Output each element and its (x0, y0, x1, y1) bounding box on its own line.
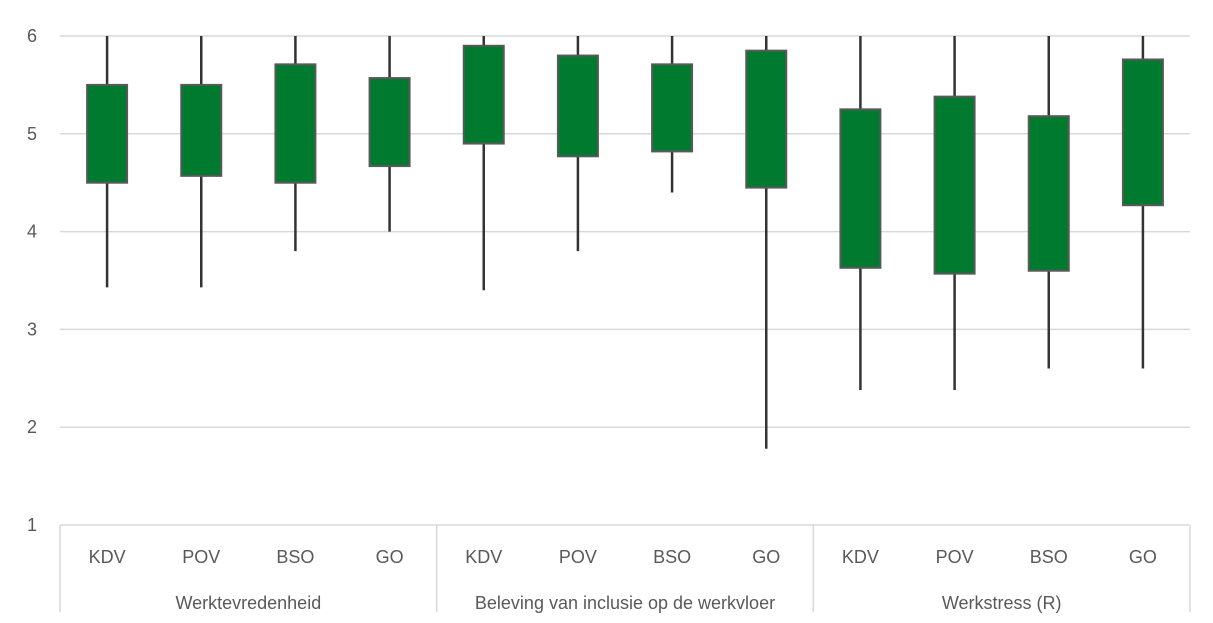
group-label: Werktevredenheid (175, 593, 321, 613)
y-tick-label: 4 (27, 222, 37, 242)
category-label: GO (376, 547, 404, 567)
x-axis (59, 524, 1191, 612)
box (86, 83, 129, 184)
box (368, 77, 411, 168)
category-label: GO (1129, 547, 1157, 567)
y-axis-ticks: 1 2 3 4 5 6 (27, 26, 37, 535)
group-labels: Werktevredenheid Beleving van inclusie op… (175, 593, 1061, 613)
box (839, 108, 882, 269)
category-label: KDV (465, 547, 502, 567)
box (556, 54, 599, 158)
box (1121, 58, 1164, 207)
category-label: BSO (1030, 547, 1068, 567)
group-label: Beleving van inclusie op de werkvloer (475, 593, 775, 613)
box (462, 44, 505, 145)
category-label: KDV (89, 547, 126, 567)
group-label: Werkstress (R) (942, 593, 1062, 613)
category-label: BSO (653, 547, 691, 567)
category-label: POV (182, 547, 220, 567)
box (651, 63, 694, 153)
box (745, 49, 788, 189)
gridlines (60, 35, 1190, 428)
category-label: GO (752, 547, 780, 567)
category-label: POV (936, 547, 974, 567)
whiskers (105, 36, 1145, 449)
category-label: KDV (842, 547, 879, 567)
box (180, 83, 223, 177)
y-tick-label: 5 (27, 124, 37, 144)
box (274, 63, 317, 184)
y-tick-label: 3 (27, 319, 37, 339)
boxes (86, 44, 1164, 275)
box (1027, 115, 1070, 272)
category-label: BSO (276, 547, 314, 567)
y-tick-label: 2 (27, 417, 37, 437)
category-label: POV (559, 547, 597, 567)
box (933, 95, 976, 275)
y-tick-label: 6 (27, 26, 37, 46)
category-labels: KDV POV BSO GO KDV POV BSO GO KDV POV BSO GO (89, 547, 1157, 567)
y-tick-label: 1 (27, 515, 37, 535)
